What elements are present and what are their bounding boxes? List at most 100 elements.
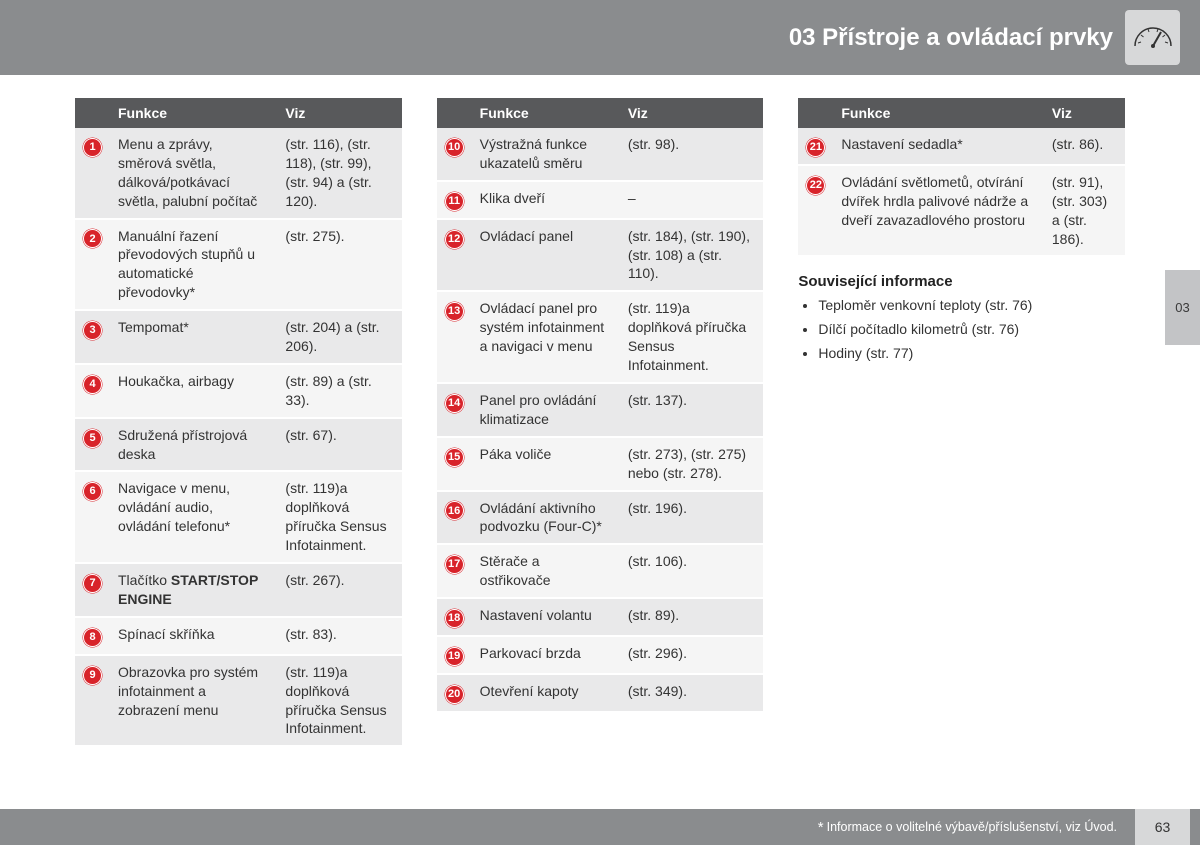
function-table-3: Funkce Viz 21Nastavení sedadla*(str. 86)… xyxy=(798,98,1125,257)
row-viz: (str. 204) a (str. 206). xyxy=(277,310,401,364)
number-badge: 8 xyxy=(83,628,102,647)
table-row: 6Navigace v menu, ovládání audio, ovládá… xyxy=(75,471,402,563)
column-3: Funkce Viz 21Nastavení sedadla*(str. 86)… xyxy=(798,98,1125,747)
th-viz: Viz xyxy=(1044,98,1125,128)
row-badge-cell: 1 xyxy=(75,128,110,219)
row-badge-cell: 17 xyxy=(437,544,472,598)
footnote-asterisk-icon: * xyxy=(818,819,824,836)
table-row: 20 Otevření kapoty(str. 349). xyxy=(437,674,764,712)
column-1: Funkce Viz 1Menu a zprávy, směrová světl… xyxy=(75,98,402,747)
number-badge: 21 xyxy=(806,138,825,157)
row-badge-cell: 18 xyxy=(437,598,472,636)
page-number: 63 xyxy=(1135,809,1190,845)
row-viz: (str. 67). xyxy=(277,418,401,472)
row-badge-cell: 11 xyxy=(437,181,472,219)
row-viz: (str. 119)a doplňková příručka Sensus In… xyxy=(620,291,764,383)
number-badge: 2 xyxy=(83,229,102,248)
chapter-title: 03 Přístroje a ovládací prvky xyxy=(789,24,1113,52)
table-row: 2 Manuální řazení převodových stupňů u au… xyxy=(75,219,402,311)
row-funkce: Nastavení volantu xyxy=(472,598,620,636)
function-table-2: Funkce Viz 10Výstražná funkce ukazatelů … xyxy=(437,98,764,713)
bold-text: START/STOP ENGINE xyxy=(118,572,258,607)
function-table-1: Funkce Viz 1Menu a zprávy, směrová světl… xyxy=(75,98,402,747)
row-badge-cell: 12 xyxy=(437,219,472,292)
row-badge-cell: 16 xyxy=(437,491,472,545)
row-funkce: Výstražná funkce ukazatelů směru xyxy=(472,128,620,181)
th-viz: Viz xyxy=(277,98,401,128)
footer-bar: * Informace o volitelné výbavě/příslušen… xyxy=(0,809,1200,845)
row-badge-cell: 4 xyxy=(75,364,110,418)
table-row: 3 Tempomat*(str. 204) a (str. 206). xyxy=(75,310,402,364)
th-funkce: Funkce xyxy=(833,98,1044,128)
related-info-item: Teploměr venkovní teploty (str. 76) xyxy=(818,296,1125,316)
row-funkce: Parkovací brzda xyxy=(472,636,620,674)
row-badge-cell: 8 xyxy=(75,617,110,655)
table-row: 5Sdružená přístrojová deska(str. 67). xyxy=(75,418,402,472)
row-funkce: Tempomat* xyxy=(110,310,277,364)
table-row: 13Ovládací panel pro systém infotainment… xyxy=(437,291,764,383)
side-chapter-tab: 03 xyxy=(1165,270,1200,345)
number-badge: 4 xyxy=(83,375,102,394)
th-badge xyxy=(437,98,472,128)
content-columns: Funkce Viz 1 Menu a zprávy, směrová světl… xyxy=(75,98,1125,747)
table-row: 16Ovládání aktivního podvozku (Four-C)*(… xyxy=(437,491,764,545)
row-badge-cell: 9 xyxy=(75,655,110,747)
table-row: 4 Houkačka, airbagy(str. 89) a (str. 33). xyxy=(75,364,402,418)
row-badge-cell: 7 xyxy=(75,563,110,617)
row-viz: (str. 119)a doplňková příručka Sensus In… xyxy=(277,471,401,563)
number-badge: 7 xyxy=(83,574,102,593)
table-row: 18 Nastavení volantu(str. 89). xyxy=(437,598,764,636)
row-badge-cell: 21 xyxy=(798,128,833,165)
row-badge-cell: 13 xyxy=(437,291,472,383)
row-viz: (str. 296). xyxy=(620,636,764,674)
table-row: 21Nastavení sedadla*(str. 86). xyxy=(798,128,1125,165)
row-viz: – xyxy=(620,181,764,219)
related-info-item: Hodiny (str. 77) xyxy=(818,344,1125,364)
row-viz: (str. 83). xyxy=(277,617,401,655)
row-badge-cell: 22 xyxy=(798,165,833,257)
table-row: 1 Menu a zprávy, směrová světla, dálková/… xyxy=(75,128,402,219)
row-badge-cell: 10 xyxy=(437,128,472,181)
number-badge: 5 xyxy=(83,429,102,448)
row-viz: (str. 89). xyxy=(620,598,764,636)
row-viz: (str. 98). xyxy=(620,128,764,181)
table-row: 12Ovládací panel(str. 184), (str. 190), … xyxy=(437,219,764,292)
side-tab-label: 03 xyxy=(1175,300,1189,315)
number-badge: 9 xyxy=(83,666,102,685)
row-badge-cell: 15 xyxy=(437,437,472,491)
table-row: 15Páka voliče(str. 273), (str. 275) nebo… xyxy=(437,437,764,491)
number-badge: 15 xyxy=(445,448,464,467)
row-funkce: Otevření kapoty xyxy=(472,674,620,712)
row-viz: (str. 106). xyxy=(620,544,764,598)
row-viz: (str. 196). xyxy=(620,491,764,545)
row-viz: (str. 137). xyxy=(620,383,764,437)
number-badge: 11 xyxy=(445,192,464,211)
row-viz: (str. 89) a (str. 33). xyxy=(277,364,401,418)
row-funkce: Spínací skříňka xyxy=(110,617,277,655)
number-badge: 1 xyxy=(83,138,102,157)
row-funkce: Ovládání aktivního podvozku (Four-C)* xyxy=(472,491,620,545)
th-funkce: Funkce xyxy=(472,98,620,128)
related-info-heading: Související informace xyxy=(798,273,1125,290)
row-funkce: Houkačka, airbagy xyxy=(110,364,277,418)
row-viz: (str. 91), (str. 303) a (str. 186). xyxy=(1044,165,1125,257)
table-row: 10Výstražná funkce ukazatelů směru(str. … xyxy=(437,128,764,181)
row-funkce: Klika dveří xyxy=(472,181,620,219)
number-badge: 22 xyxy=(806,176,825,195)
number-badge: 18 xyxy=(445,609,464,628)
row-viz: (str. 349). xyxy=(620,674,764,712)
row-viz: (str. 184), (str. 190), (str. 108) a (st… xyxy=(620,219,764,292)
gauge-icon xyxy=(1125,10,1180,65)
table-row: 11 Klika dveří– xyxy=(437,181,764,219)
number-badge: 20 xyxy=(445,685,464,704)
number-badge: 3 xyxy=(83,321,102,340)
row-badge-cell: 6 xyxy=(75,471,110,563)
th-viz: Viz xyxy=(620,98,764,128)
row-funkce: Menu a zprávy, směrová světla, dálková/p… xyxy=(110,128,277,219)
table-row: 8 Spínací skříňka(str. 83). xyxy=(75,617,402,655)
row-funkce: Manuální řazení převodových stupňů u aut… xyxy=(110,219,277,311)
table-row: 14Panel pro ovládání klimatizace(str. 13… xyxy=(437,383,764,437)
row-badge-cell: 3 xyxy=(75,310,110,364)
th-badge xyxy=(798,98,833,128)
row-funkce: Nastavení sedadla* xyxy=(833,128,1044,165)
